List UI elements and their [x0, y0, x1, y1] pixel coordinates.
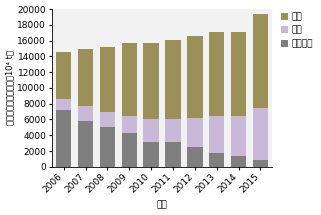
Bar [231, 156, 246, 167]
Bar [209, 153, 224, 167]
Bar [253, 160, 268, 167]
Bar [56, 52, 71, 99]
Bar [122, 133, 137, 167]
Bar [122, 116, 137, 133]
Bar [143, 141, 159, 167]
Bar [253, 14, 268, 108]
Bar [209, 116, 224, 153]
Bar [209, 32, 224, 116]
Bar [231, 116, 246, 156]
Bar [187, 118, 203, 147]
Bar [100, 47, 115, 112]
Bar [100, 127, 115, 167]
Bar [165, 142, 181, 167]
X-axis label: 年份: 年份 [157, 200, 168, 209]
Bar [143, 43, 159, 119]
Bar [56, 110, 71, 167]
Bar [78, 49, 93, 106]
Bar [78, 121, 93, 167]
Bar [143, 119, 159, 141]
Bar [165, 120, 181, 142]
Bar [165, 40, 181, 120]
Legend: 焼灰, 灰质, 非无害化: 焼灰, 灰质, 非无害化 [279, 10, 315, 50]
Bar [122, 43, 137, 116]
Bar [100, 112, 115, 127]
Bar [187, 36, 203, 118]
Bar [253, 108, 268, 160]
Bar [78, 106, 93, 121]
Bar [187, 147, 203, 167]
Y-axis label: 生活垃圾处理处置量（10⁴ t）: 生活垃圾处理处置量（10⁴ t） [5, 51, 14, 125]
Bar [231, 32, 246, 116]
Bar [56, 99, 71, 110]
